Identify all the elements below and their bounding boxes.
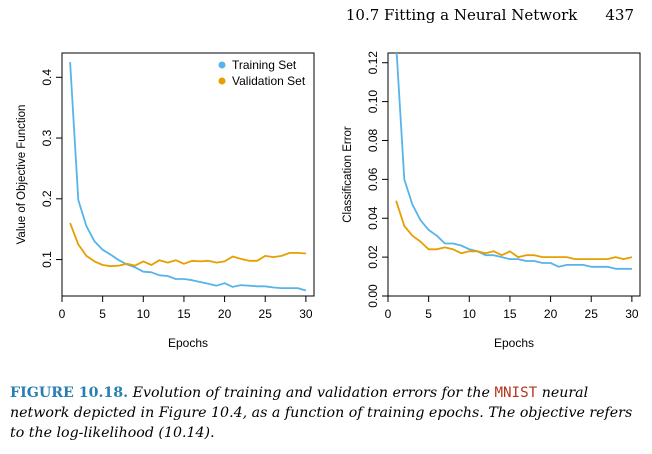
x-tick-label: 5 xyxy=(99,307,106,321)
page-number: 437 xyxy=(605,6,634,24)
x-tick-label: 15 xyxy=(503,307,517,321)
x-tick-label: 15 xyxy=(177,307,191,321)
series-line-validation-set xyxy=(395,200,633,261)
y-tick-label: 0.4 xyxy=(40,69,54,86)
y-axis-label: Classification Error xyxy=(342,126,354,223)
plot-frame xyxy=(61,52,315,297)
caption-code: MNIST xyxy=(494,385,538,401)
legend-label: Training Set xyxy=(232,58,297,72)
x-tick-label: 0 xyxy=(59,307,66,321)
x-tick-label: 10 xyxy=(463,307,477,321)
objective-function-chart: 0 5 10 15 20 25 30 0.1 0.2 0.3 0.4 Epochs Value of O… xyxy=(16,52,315,350)
caption-text-2: neural network depicted in Figure 10.4, … xyxy=(10,385,633,441)
x-axis-label: Epochs xyxy=(168,336,208,350)
y-tick-label: 0.04 xyxy=(366,206,380,230)
series-line-training-set xyxy=(395,53,632,270)
y-tick-label: 0.02 xyxy=(366,245,380,269)
y-tick-label: 0.2 xyxy=(40,190,54,207)
x-tick-label: 0 xyxy=(385,307,392,321)
section-title: 10.7 Fitting a Neural Network xyxy=(345,6,578,24)
legend-label: Validation Set xyxy=(232,74,306,88)
y-tick-label: 0.08 xyxy=(366,128,380,152)
y-tick-label: 0.00 xyxy=(366,284,380,308)
running-head: 10.7 Fitting a Neural Network 437 xyxy=(346,6,634,24)
legend-marker xyxy=(218,61,226,69)
x-tick-label: 30 xyxy=(625,307,639,321)
plot-frame xyxy=(387,52,641,297)
classification-error-chart: 0 5 10 15 20 25 30 0.00 0.02 0.04 0.06 0.08 0.10 0.12… xyxy=(342,51,641,350)
x-tick-label: 10 xyxy=(137,307,151,321)
y-tick-label: 0.12 xyxy=(366,51,380,75)
legend-marker xyxy=(218,77,226,85)
x-tick-label: 20 xyxy=(218,307,232,321)
x-tick-label: 25 xyxy=(259,307,273,321)
x-tick-label: 5 xyxy=(425,307,432,321)
x-tick-label: 25 xyxy=(585,307,599,321)
series-line-training-set xyxy=(69,62,307,292)
y-tick-label: 0.1 xyxy=(40,251,54,268)
y-tick-label: 0.3 xyxy=(40,129,54,146)
caption-text-1: Evolution of training and validation err… xyxy=(132,385,490,401)
x-axis-label: Epochs xyxy=(494,336,534,350)
figure-caption: FIGURE 10.18. Evolution of training and … xyxy=(10,383,646,443)
figure-label: FIGURE 10.18. xyxy=(10,385,129,401)
y-tick-label: 0.06 xyxy=(366,167,380,191)
x-tick-label: 20 xyxy=(544,307,558,321)
y-axis-label: Value of Objective Function xyxy=(16,105,28,245)
y-tick-label: 0.10 xyxy=(366,90,380,114)
series-line-validation-set xyxy=(69,222,306,268)
x-tick-label: 30 xyxy=(299,307,313,321)
